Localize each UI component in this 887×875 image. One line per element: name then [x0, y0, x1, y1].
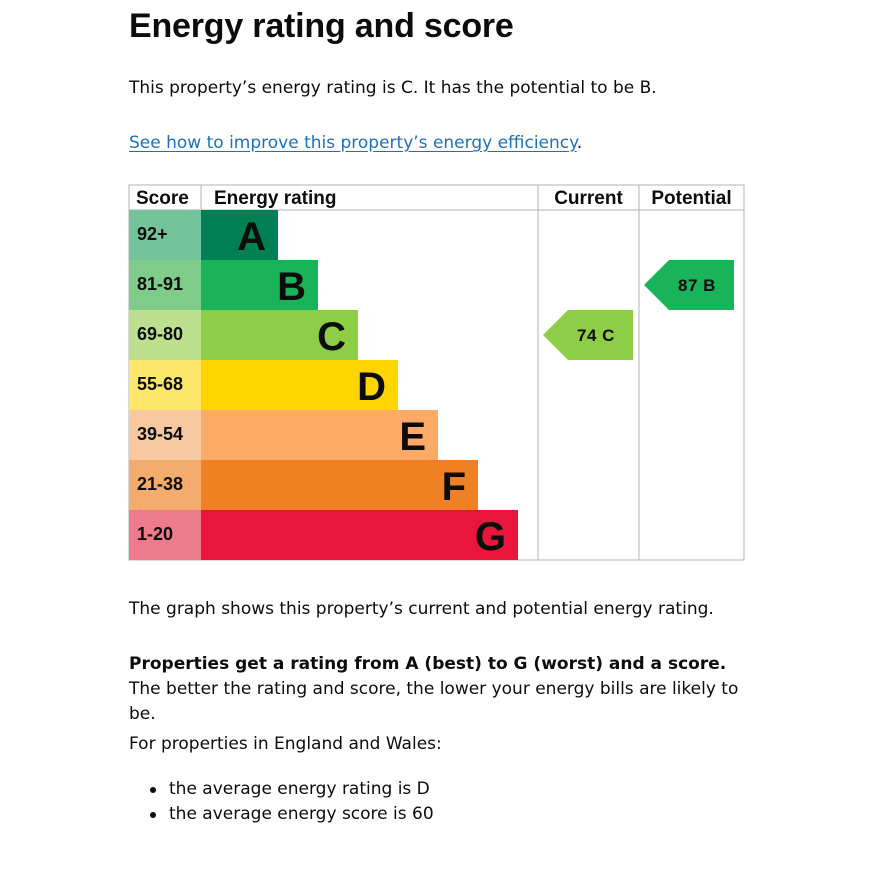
rating-letter-f: F	[442, 465, 466, 509]
header-energy-rating: Energy rating	[214, 188, 336, 209]
score-range-f: 21-38	[137, 474, 183, 494]
score-cell-d	[129, 360, 201, 410]
score-range-a: 92+	[137, 224, 168, 244]
score-cell-e	[129, 410, 201, 460]
score-range-e: 39-54	[137, 424, 183, 444]
rating-summary: This property’s energy rating is C. It h…	[129, 78, 657, 98]
improve-efficiency-link[interactable]: See how to improve this property’s energ…	[129, 133, 577, 153]
rating-letter-d: D	[357, 365, 386, 409]
score-range-g: 1-20	[137, 524, 173, 544]
header-current: Current	[554, 188, 623, 209]
page-title: Energy rating and score	[129, 7, 514, 45]
rating-bar-b	[201, 260, 318, 310]
rating-bar-a	[201, 210, 278, 260]
improve-link-suffix: .	[576, 133, 583, 153]
rating-letter-a: A	[237, 215, 266, 259]
current-rating-label: 74 C	[577, 326, 615, 345]
rating-explanation-rest: The better the rating and score, the low…	[129, 679, 739, 724]
score-cell-g	[129, 510, 201, 560]
rating-letter-e: E	[399, 415, 426, 459]
rating-letter-c: C	[317, 315, 346, 359]
header-potential: Potential	[651, 188, 731, 209]
average-rating-item: the average energy rating is D	[129, 777, 434, 802]
graph-caption: The graph shows this property’s current …	[129, 599, 714, 619]
rating-explanation-bold: Properties get a rating from A (best) to…	[129, 654, 727, 674]
current-rating-arrow	[543, 310, 633, 360]
score-range-c: 69-80	[137, 324, 183, 344]
rating-bar-c	[201, 310, 358, 360]
score-cell-c	[129, 310, 201, 360]
score-cell-f	[129, 460, 201, 510]
rating-bar-e	[201, 410, 438, 460]
improve-paragraph: See how to improve this property’s energ…	[129, 131, 582, 156]
potential-rating-label: 87 B	[678, 276, 716, 295]
average-score-item: the average energy score is 60	[129, 802, 434, 827]
score-cell-b	[129, 260, 201, 310]
rating-bar-f	[201, 460, 478, 510]
score-range-b: 81-91	[137, 274, 183, 294]
potential-rating-arrow	[644, 260, 734, 310]
rating-bar-g	[201, 510, 518, 560]
rating-letter-b: B	[277, 265, 306, 309]
rating-bar-d	[201, 360, 398, 410]
rating-explanation: Properties get a rating from A (best) to…	[129, 652, 749, 727]
header-score: Score	[136, 188, 189, 209]
score-cell-a	[129, 210, 201, 260]
score-range-d: 55-68	[137, 374, 183, 394]
averages-list: the average energy rating is D the avera…	[129, 777, 434, 827]
region-intro: For properties in England and Wales:	[129, 734, 442, 754]
rating-letter-g: G	[475, 515, 506, 559]
energy-rating-chart: Score Energy rating Current Potential 92+ A 81…	[128, 184, 745, 561]
